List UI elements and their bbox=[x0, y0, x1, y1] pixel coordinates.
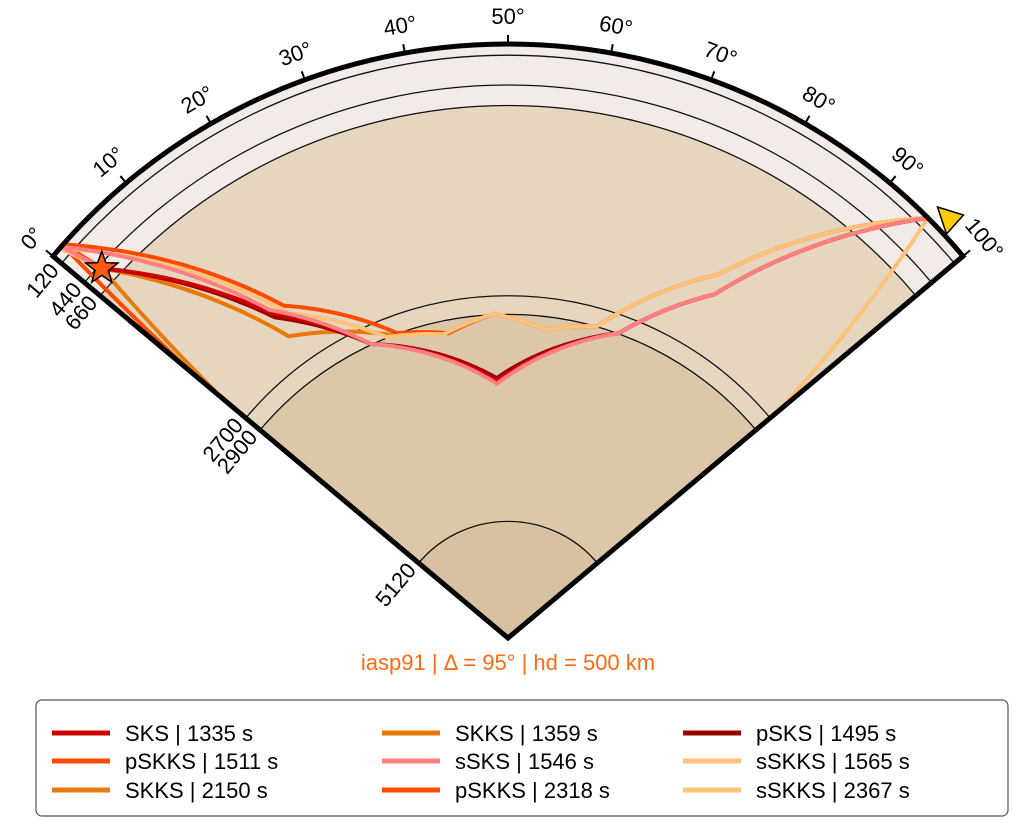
boundary bbox=[245, 295, 771, 419]
outer-core-layer bbox=[260, 314, 756, 638]
boundary bbox=[259, 313, 757, 431]
distance-label: 90° bbox=[887, 141, 929, 182]
boundary bbox=[61, 54, 955, 264]
distance-tick bbox=[402, 43, 406, 54]
legend-label: sSKKS | 1565 s bbox=[756, 749, 910, 774]
distance-label: 10° bbox=[88, 141, 130, 182]
source-star bbox=[83, 249, 121, 284]
subtitle: iasp91 | Δ = 95° | hd = 500 km bbox=[361, 650, 655, 675]
distance-label: 70° bbox=[701, 36, 741, 71]
rays bbox=[57, 215, 930, 432]
earth: 0°10°20°30°40° 50° 60°70°80°90°100°1204406… bbox=[15, 4, 1008, 642]
distance-tick bbox=[45, 249, 54, 257]
boundary bbox=[83, 84, 933, 283]
distance-label: 20° bbox=[176, 80, 217, 118]
distance-label: 0° bbox=[15, 222, 48, 254]
legend-label: SKS | 1335 s bbox=[125, 721, 253, 746]
distance-tick bbox=[610, 43, 614, 54]
distance-label: 40° bbox=[381, 11, 418, 41]
depth-label: 5120 bbox=[370, 558, 421, 612]
ray-path bbox=[57, 215, 929, 340]
distance-label: 100° bbox=[960, 213, 1008, 264]
legend-box bbox=[35, 699, 1009, 817]
legend-label: pSKKS | 1511 s bbox=[125, 749, 278, 774]
legend-label: SKKS | 2150 s bbox=[125, 778, 268, 803]
receiver-triangle bbox=[936, 205, 965, 236]
outline bbox=[49, 41, 967, 642]
distance-tick bbox=[804, 115, 811, 125]
distance-tick bbox=[205, 115, 212, 125]
distance-tick bbox=[119, 175, 127, 184]
distance-tick bbox=[710, 71, 716, 81]
boundary bbox=[99, 104, 917, 297]
distance-label: 30° bbox=[275, 36, 315, 71]
distance-label: 60° bbox=[597, 11, 634, 41]
ray-path bbox=[758, 216, 930, 432]
distance-tick bbox=[889, 175, 897, 184]
distance-label: 50° bbox=[491, 4, 524, 29]
legend-label: SKKS | 1359 s bbox=[455, 721, 598, 746]
distance-label: 80° bbox=[798, 80, 839, 118]
distance-tick bbox=[962, 249, 971, 257]
legend-label: sSKS | 1546 s bbox=[455, 749, 594, 774]
distance-tick bbox=[300, 71, 306, 81]
inner-core-layer bbox=[418, 521, 598, 638]
legend-label: pSKS | 1495 s bbox=[756, 721, 896, 746]
ray-path bbox=[59, 216, 929, 386]
legend-label: sSKKS | 2367 s bbox=[756, 778, 910, 803]
boundary bbox=[418, 520, 598, 564]
legend-label: pSKKS | 2318 s bbox=[455, 778, 610, 803]
